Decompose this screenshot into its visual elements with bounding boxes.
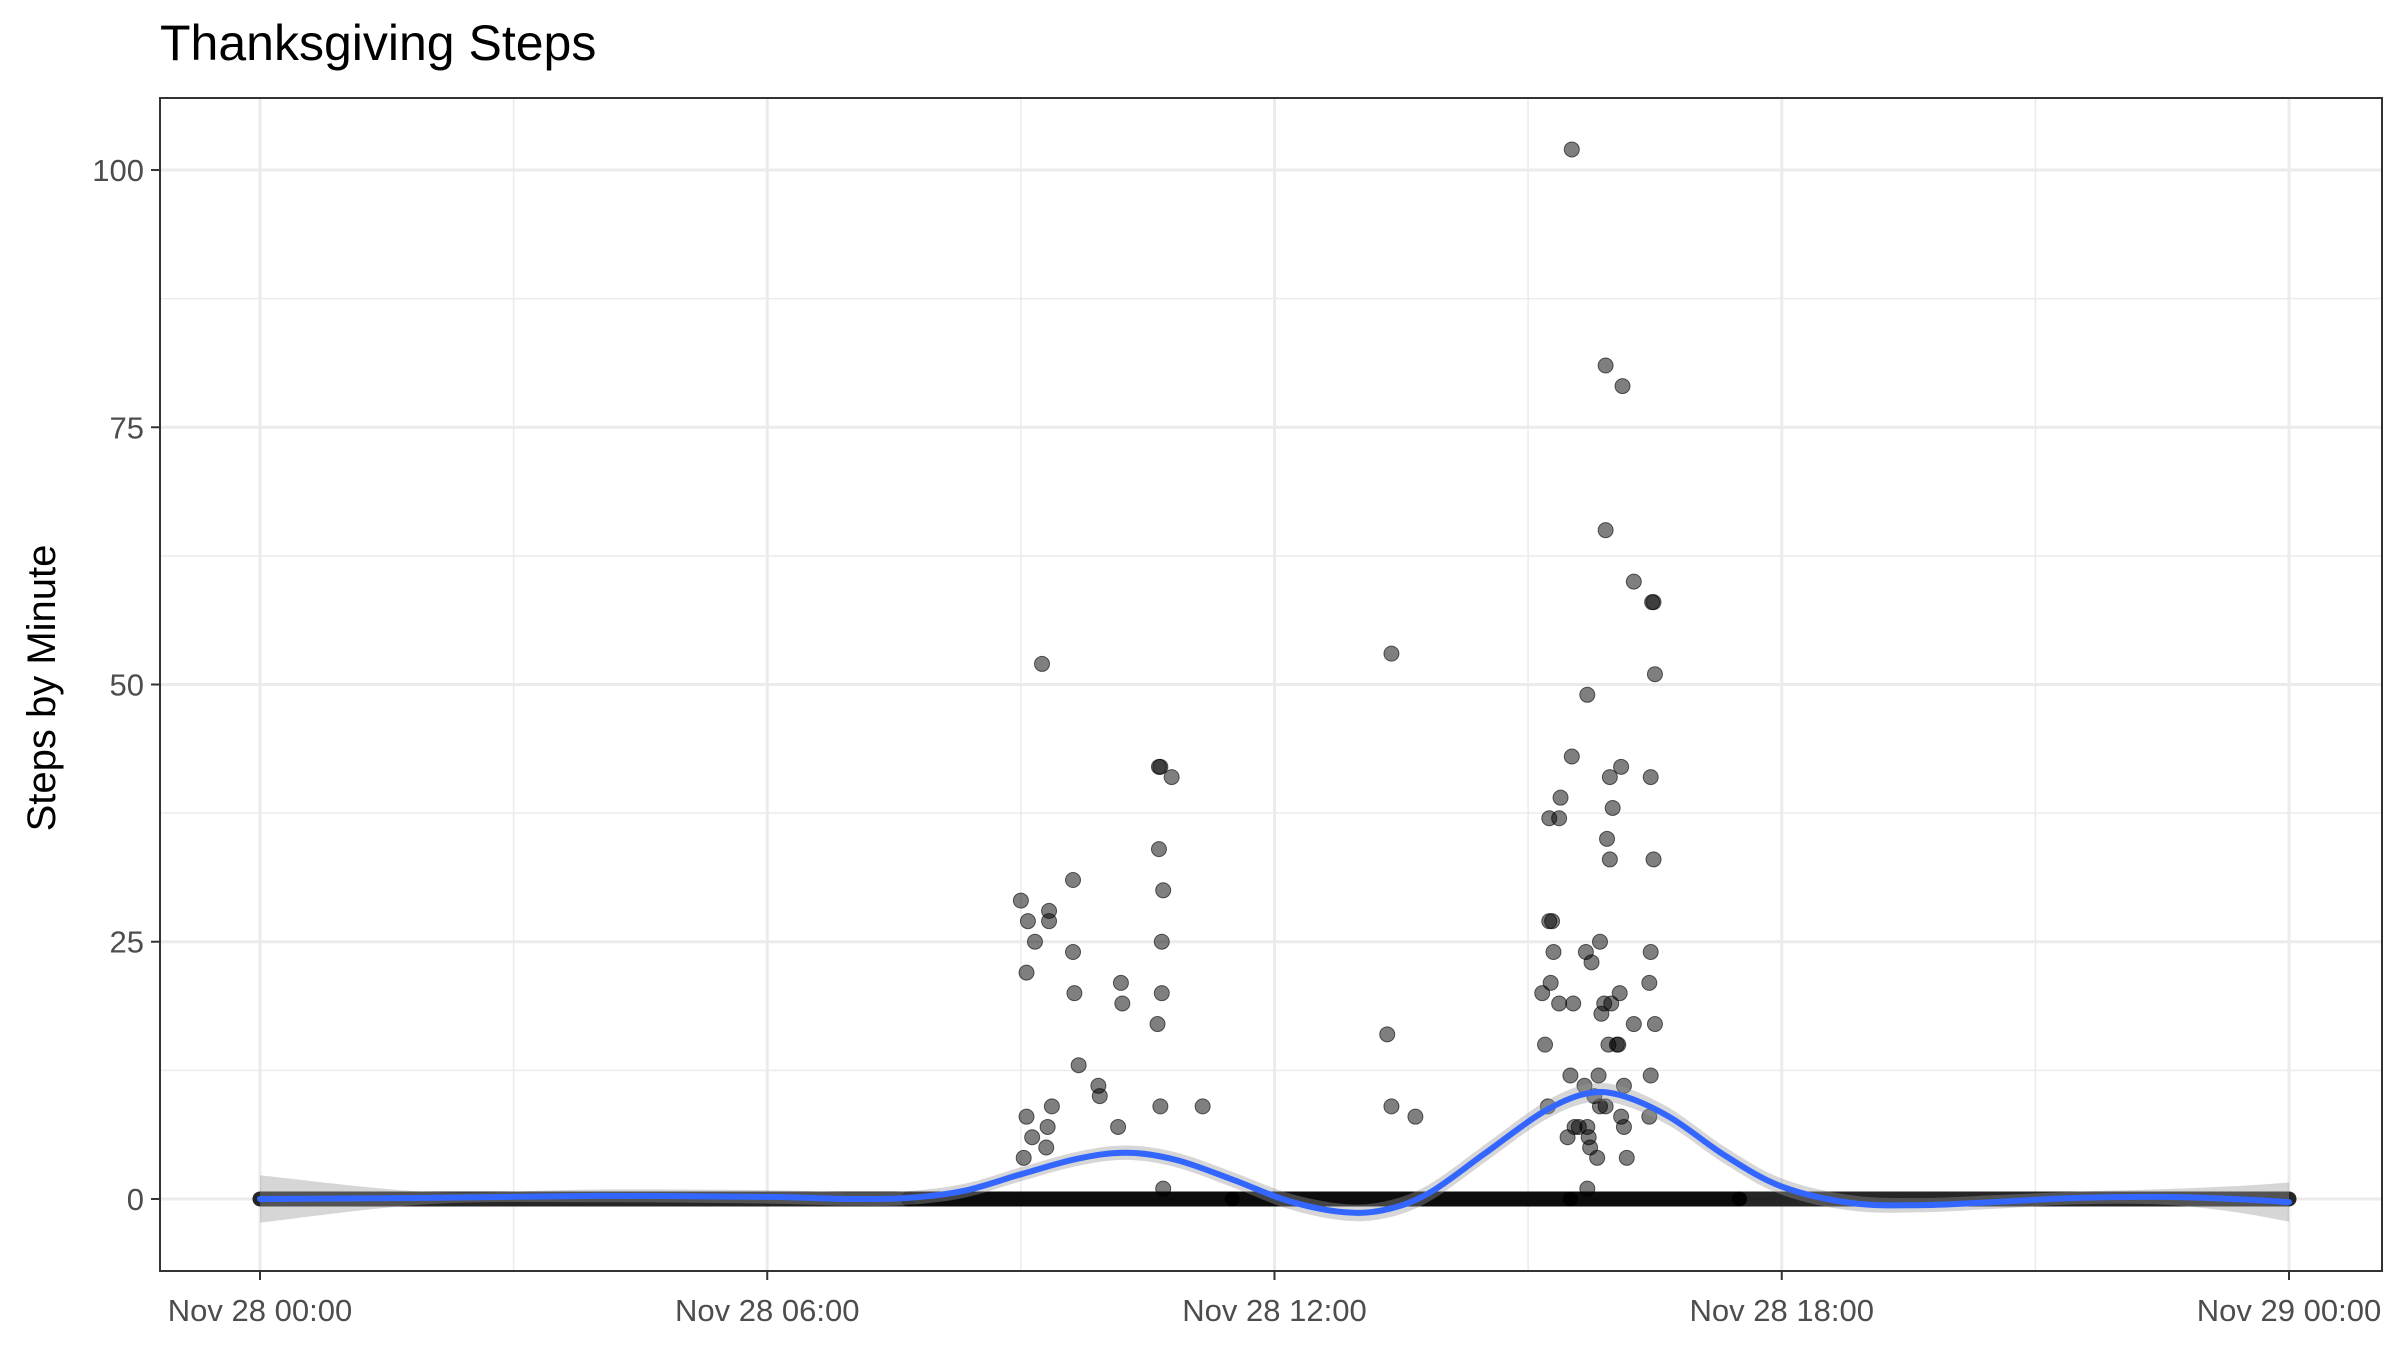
data-point [1537, 1036, 1554, 1053]
y-tick-label: 75 [110, 410, 144, 445]
data-point [1534, 985, 1551, 1002]
data-point [1407, 1108, 1424, 1125]
data-point [1110, 1118, 1127, 1135]
data-point [1590, 1067, 1607, 1084]
data-point [1565, 995, 1582, 1012]
data-point [1019, 913, 1036, 930]
data-point [1601, 769, 1618, 786]
data-point [1155, 882, 1172, 899]
data-point [1589, 1149, 1606, 1166]
smooth-trend-line [257, 1089, 2292, 1216]
data-point [1613, 758, 1630, 775]
data-point [1614, 378, 1631, 395]
data-point [1641, 974, 1658, 991]
data-point [1150, 841, 1167, 858]
data-point [1551, 995, 1568, 1012]
x-tick-label: Nov 28 00:00 [168, 1293, 352, 1328]
data-point [1563, 748, 1580, 765]
data-point [1152, 1098, 1169, 1115]
data-point [1583, 954, 1600, 971]
data-point [1015, 1149, 1032, 1166]
data-point [1645, 594, 1662, 611]
data-point [1645, 851, 1662, 868]
data-point [1615, 1118, 1632, 1135]
data-point [1383, 645, 1400, 662]
data-point [1065, 872, 1082, 888]
data-point [1066, 985, 1083, 1002]
data-point [1597, 1098, 1614, 1115]
data-point [1018, 964, 1035, 981]
data-point [1597, 522, 1614, 539]
data-point [1646, 1016, 1663, 1033]
data-point [1551, 810, 1568, 827]
data-point [1552, 789, 1569, 806]
data-point [1114, 995, 1131, 1012]
data-point [1012, 892, 1029, 909]
y-axis-ticks: 0 25 50 75 100 [92, 153, 160, 1217]
data-point [1603, 995, 1620, 1012]
x-tick-label: Nov 28 06:00 [675, 1293, 859, 1328]
data-point [1018, 1108, 1035, 1125]
data-point [1597, 357, 1614, 374]
y-tick-label: 50 [110, 668, 144, 703]
data-point [1544, 913, 1561, 930]
data-point [1026, 933, 1043, 950]
data-point [1604, 799, 1621, 816]
x-axis-ticks: Nov 28 00:00 Nov 28 06:00 Nov 28 12:00 Nov … [168, 1271, 2381, 1328]
y-tick-label: 100 [92, 153, 144, 188]
x-tick-label: Nov 29 00:00 [2197, 1293, 2381, 1328]
x-tick-label: Nov 28 18:00 [1690, 1293, 1874, 1328]
data-point [1038, 1139, 1055, 1156]
data-point [1601, 851, 1618, 868]
data-point [1591, 933, 1608, 950]
data-point [1112, 974, 1129, 991]
data-point [1642, 1067, 1659, 1084]
y-tick-label: 25 [110, 925, 144, 960]
data-point [1155, 1180, 1172, 1197]
data-point [1579, 1180, 1596, 1197]
data-point [1383, 1098, 1400, 1115]
data-point [1618, 1149, 1635, 1166]
data-point [1562, 1067, 1579, 1084]
data-point [1065, 944, 1082, 961]
data-point [1646, 666, 1663, 683]
data-point [1091, 1088, 1108, 1105]
data-point [1563, 141, 1580, 158]
data-point [1153, 933, 1170, 950]
data-point [1625, 1016, 1642, 1033]
major-gridlines [160, 98, 2382, 1271]
data-point [1610, 1036, 1627, 1053]
data-point [1039, 1118, 1056, 1135]
y-axis-label: Steps by Minute [20, 545, 64, 832]
data-point [1545, 944, 1562, 961]
data-point [1579, 686, 1596, 703]
data-point [1149, 1016, 1166, 1033]
data-point [1379, 1026, 1396, 1043]
data-point [1611, 985, 1628, 1002]
data-point [1194, 1098, 1211, 1115]
data-point [1642, 944, 1659, 961]
data-point [1024, 1129, 1041, 1146]
data-point [1034, 655, 1051, 672]
data-point [1642, 769, 1659, 786]
data-point [1152, 758, 1169, 775]
chart-title: Thanksgiving Steps [160, 15, 596, 71]
x-tick-label: Nov 28 12:00 [1182, 1293, 1366, 1328]
data-point [1625, 573, 1642, 590]
data-point [1070, 1057, 1087, 1074]
data-point [1163, 769, 1180, 786]
data-points [1012, 141, 1663, 1197]
data-point [1043, 1098, 1060, 1115]
y-tick-label: 0 [127, 1182, 144, 1217]
data-point [1542, 974, 1559, 991]
data-point [1153, 985, 1170, 1002]
data-point [1041, 913, 1058, 930]
data-point [1599, 830, 1616, 847]
